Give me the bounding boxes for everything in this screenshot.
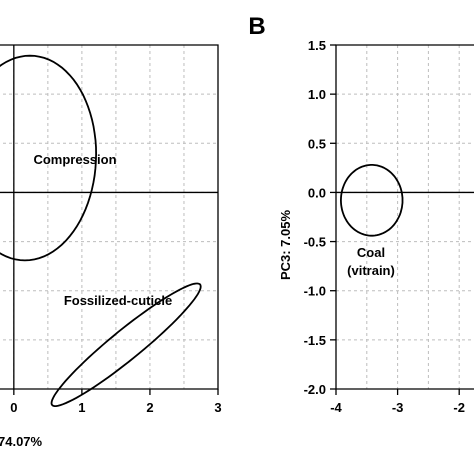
panel-b-x-tick-label: -4 xyxy=(330,400,342,415)
panel-a-ellipse-1 xyxy=(50,282,202,407)
panel-a-ticks: 0 1 2 3 xyxy=(10,389,222,415)
panel-b-y-tick-label: 1.5 xyxy=(308,38,326,53)
panel-b-ellipses xyxy=(339,164,404,237)
panel-b-y-tick-label: 1.0 xyxy=(308,87,326,102)
panel-b-frame xyxy=(335,44,474,390)
panel-b-ellipse-0 xyxy=(339,164,404,237)
panel-a-ellipses xyxy=(0,54,202,407)
panel-a-x-tick-label: 3 xyxy=(214,400,221,415)
panel-a-x-tick-label: 0 xyxy=(10,400,17,415)
panel-b-y-tick-label: 0.0 xyxy=(308,185,326,200)
panel-a-x-tick-label: 1 xyxy=(78,400,85,415)
panel-b-y-tick-label: -1.0 xyxy=(304,284,326,299)
panel-b-y-axis-label: PC3: 7.05% xyxy=(278,210,293,281)
fossilized-cuticle-label: Fossilized-cuticle xyxy=(64,293,172,308)
panel-b-gridlines xyxy=(335,44,474,390)
panel-a-frame xyxy=(0,44,219,390)
compression-label: Compression xyxy=(33,152,116,167)
panel-b-letter: B xyxy=(248,13,265,40)
panel-b-y-tick-label: -1.5 xyxy=(304,333,326,348)
panel-b-x-tick-label: -3 xyxy=(392,400,404,415)
panel-b-ticks: -4 -3 -2 1.5 1.0 0.5 0.0 -0.5 -1.0 -1.5 -2.0 xyxy=(304,38,465,415)
panel-b-y-tick-label: 0.5 xyxy=(308,136,326,151)
vitrain-label: (vitrain) xyxy=(347,263,395,278)
panel-b-plot: B -4 -3 -2 1.5 1.0 0.5 0.0 -0.5 -1.0 -1.5 -2.0 Coa… xyxy=(248,13,474,415)
panel-b-x-tick-label: -2 xyxy=(453,400,465,415)
panel-a-ellipse-0 xyxy=(0,54,98,262)
coal-label: Coal xyxy=(357,245,385,260)
panel-a-x-tick-label: 2 xyxy=(146,400,153,415)
panel-a-x-axis-label: 74.07% xyxy=(0,434,43,449)
panel-a-plot: 0 1 2 3 Compression Fossilized-cuticle 74.0… xyxy=(0,44,222,449)
panel-a-gridlines xyxy=(0,44,219,390)
panel-b-y-tick-label: -0.5 xyxy=(304,235,326,250)
panel-b-y-tick-label: -2.0 xyxy=(304,382,326,397)
